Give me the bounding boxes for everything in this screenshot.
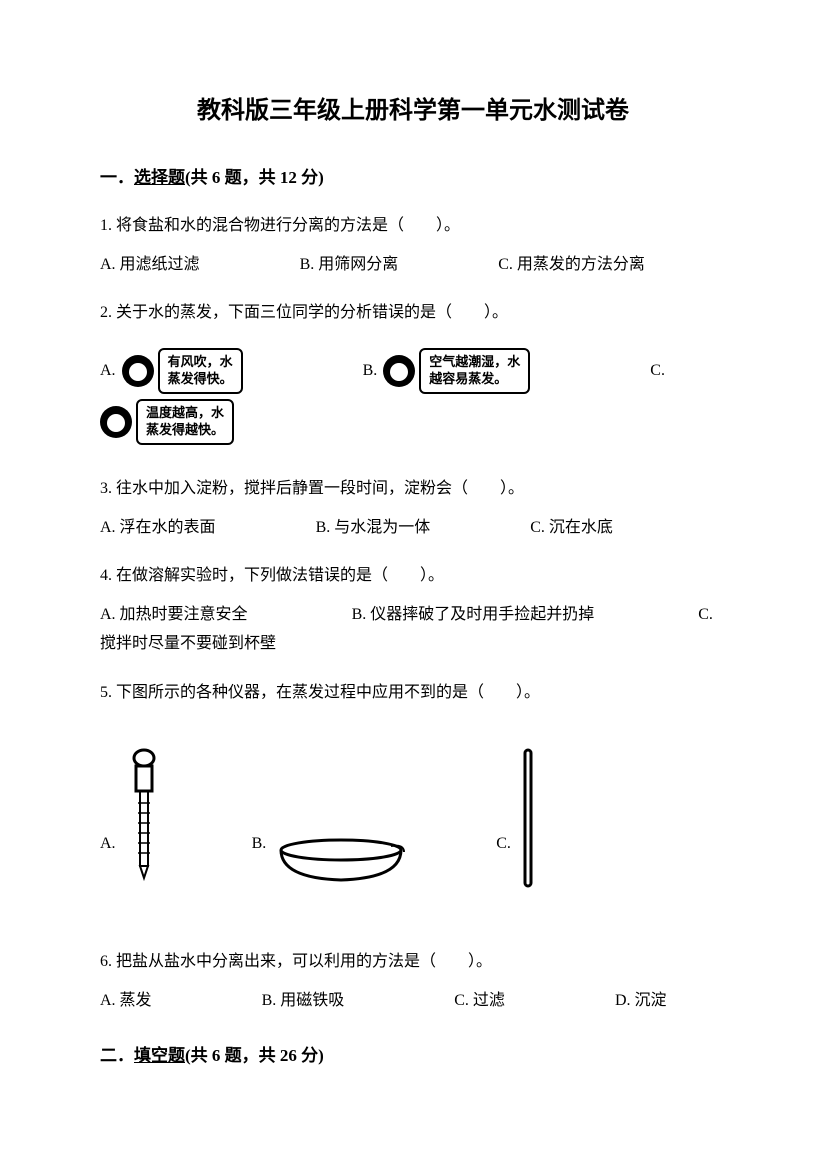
- question-3-text: 3. 往水中加入淀粉，搅拌后静置一段时间，淀粉会（ ）。: [100, 475, 726, 504]
- section-2-label: 二．: [100, 1046, 134, 1065]
- student-icon: [100, 406, 132, 438]
- q4-option-b: B. 仪器摔破了及时用手捡起并扔掉: [352, 606, 595, 623]
- q2-bubble-a: 有风吹，水 蒸发得快。: [158, 348, 243, 394]
- q2-bubble-a-group: 有风吹，水 蒸发得快。: [122, 348, 243, 394]
- question-2: 2. 关于水的蒸发，下面三位同学的分析错误的是（ ）。 A. 有风吹，水 蒸发得…: [100, 299, 726, 444]
- question-3-options: A. 浮在水的表面 B. 与水混为一体 C. 沉在水底: [100, 514, 726, 543]
- question-4-text: 4. 在做溶解实验时，下列做法错误的是（ ）。: [100, 562, 726, 591]
- q1-option-c: C. 用蒸发的方法分离: [498, 251, 645, 280]
- question-6-text: 6. 把盐从盐水中分离出来，可以利用的方法是（ ）。: [100, 948, 726, 977]
- q6-option-d: D. 沉淀: [615, 987, 667, 1016]
- question-2-row2: 温度越高，水 蒸发得越快。: [100, 399, 726, 445]
- student-icon: [122, 355, 154, 387]
- question-5-options: A. B.: [100, 748, 726, 899]
- question-3: 3. 往水中加入淀粉，搅拌后静置一段时间，淀粉会（ ）。 A. 浮在水的表面 B…: [100, 475, 726, 543]
- question-5: 5. 下图所示的各种仪器，在蒸发过程中应用不到的是（ ）。 A.: [100, 679, 726, 899]
- section-2-type: 填空题: [134, 1046, 185, 1065]
- q2-bubble-c: 温度越高，水 蒸发得越快。: [136, 399, 234, 445]
- section-1-count: (共 6 题，共 12 分): [185, 168, 324, 187]
- q3-option-a: A. 浮在水的表面: [100, 514, 216, 543]
- section-1-type: 选择题: [134, 168, 185, 187]
- question-1-text: 1. 将食盐和水的混合物进行分离的方法是（ ）。: [100, 212, 726, 241]
- q2-label-b: B.: [363, 357, 378, 386]
- q6-option-a: A. 蒸发: [100, 987, 152, 1016]
- q5-label-a: A.: [100, 830, 116, 899]
- question-2-text: 2. 关于水的蒸发，下面三位同学的分析错误的是（ ）。: [100, 299, 726, 328]
- q6-option-c: C. 过滤: [454, 987, 505, 1016]
- q5-option-c: C.: [496, 748, 535, 899]
- q2-bubble-b: 空气越潮湿，水 越容易蒸发。: [419, 348, 530, 394]
- question-1: 1. 将食盐和水的混合物进行分离的方法是（ ）。 A. 用滤纸过滤 B. 用筛网…: [100, 212, 726, 280]
- section-2-header: 二．填空题(共 6 题，共 26 分): [100, 1041, 726, 1072]
- section-1-label: 一．: [100, 168, 134, 187]
- q2-label-c: C.: [650, 357, 665, 386]
- dropper-icon: [126, 748, 162, 899]
- q2-bubble-b-group: 空气越潮湿，水 越容易蒸发。: [383, 348, 530, 394]
- glass-rod-icon: [521, 748, 535, 899]
- student-icon: [383, 355, 415, 387]
- question-2-row1: A. 有风吹，水 蒸发得快。 B. 空气越潮湿，水 越容易蒸发。 C.: [100, 348, 726, 394]
- exam-title: 教科版三年级上册科学第一单元水测试卷: [100, 90, 726, 133]
- q6-option-b: B. 用磁铁吸: [262, 987, 345, 1016]
- q3-option-b: B. 与水混为一体: [316, 514, 431, 543]
- question-4-options: A. 加热时要注意安全 B. 仪器摔破了及时用手捡起并扔掉 C. 搅拌时尽量不要…: [100, 601, 726, 659]
- q1-option-b: B. 用筛网分离: [300, 251, 399, 280]
- q3-option-c: C. 沉在水底: [530, 514, 613, 543]
- question-5-text: 5. 下图所示的各种仪器，在蒸发过程中应用不到的是（ ）。: [100, 679, 726, 708]
- question-1-options: A. 用滤纸过滤 B. 用筛网分离 C. 用蒸发的方法分离: [100, 251, 726, 280]
- section-2-count: (共 6 题，共 26 分): [185, 1046, 324, 1065]
- section-1-header: 一．选择题(共 6 题，共 12 分): [100, 163, 726, 194]
- q5-option-a: A.: [100, 748, 162, 899]
- q4-option-a: A. 加热时要注意安全: [100, 606, 248, 623]
- q1-option-a: A. 用滤纸过滤: [100, 251, 200, 280]
- question-6: 6. 把盐从盐水中分离出来，可以利用的方法是（ ）。 A. 蒸发 B. 用磁铁吸…: [100, 948, 726, 1016]
- evaporating-dish-icon: [276, 838, 406, 899]
- question-4: 4. 在做溶解实验时，下列做法错误的是（ ）。 A. 加热时要注意安全 B. 仪…: [100, 562, 726, 658]
- q5-label-b: B.: [252, 830, 267, 899]
- q5-label-c: C.: [496, 830, 511, 899]
- question-6-options: A. 蒸发 B. 用磁铁吸 C. 过滤 D. 沉淀: [100, 987, 726, 1016]
- q2-bubble-c-group: 温度越高，水 蒸发得越快。: [100, 399, 234, 445]
- q5-option-b: B.: [252, 830, 407, 899]
- q2-label-a: A.: [100, 357, 116, 386]
